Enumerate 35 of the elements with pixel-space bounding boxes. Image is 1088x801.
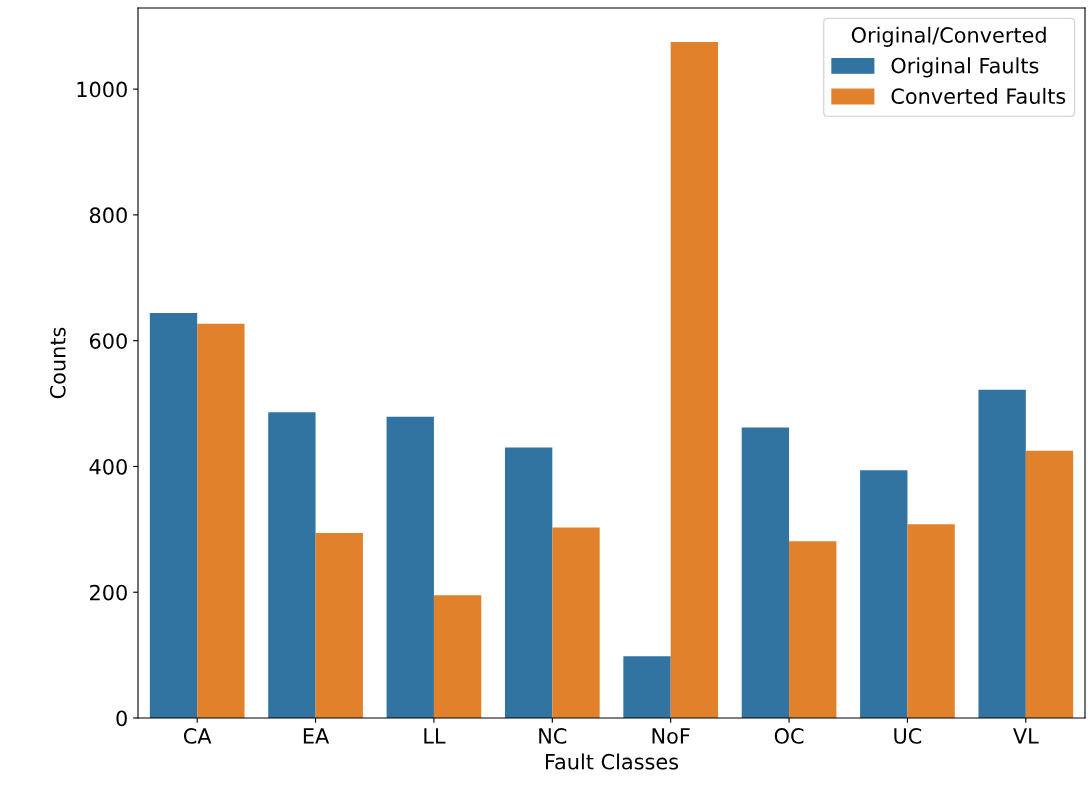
bar (197, 323, 245, 718)
x-tick-label: OC (774, 728, 804, 744)
bar (623, 656, 671, 718)
bar (552, 527, 600, 718)
y-tick-label: 600 (89, 333, 127, 349)
y-tick-label: 0 (116, 710, 127, 727)
y-axis-title: Counts (49, 327, 66, 399)
y-tick-label: 400 (89, 458, 127, 475)
bar (386, 416, 434, 718)
y-tick-label: 200 (90, 584, 127, 601)
bar (860, 470, 908, 718)
legend-label: Converted Faults (891, 87, 1066, 105)
bar (741, 427, 790, 718)
x-tick-label: UC (894, 728, 922, 744)
bar (504, 447, 553, 718)
x-tick-label: NC (539, 728, 567, 744)
legend-label: Original Faults (891, 57, 1039, 78)
x-tick-label: VL (1013, 728, 1039, 744)
bar (433, 595, 482, 718)
bar (149, 313, 198, 718)
y-tick-label: 1000 (77, 81, 127, 98)
x-tick-label: LL (424, 728, 446, 744)
x-tick-label: NoF (652, 728, 690, 744)
x-tick-label: EA (303, 728, 330, 744)
legend-title: Original/Converted (851, 26, 1046, 47)
y-tick-label: 800 (89, 207, 127, 224)
x-tick-label: CA (183, 728, 212, 744)
bar (789, 541, 837, 718)
bar (978, 389, 1026, 718)
bar (268, 412, 316, 718)
bar (315, 533, 363, 718)
bar (907, 524, 955, 718)
x-axis-title: Fault Classes (545, 753, 679, 770)
bar (670, 41, 719, 718)
bar (1025, 450, 1074, 718)
